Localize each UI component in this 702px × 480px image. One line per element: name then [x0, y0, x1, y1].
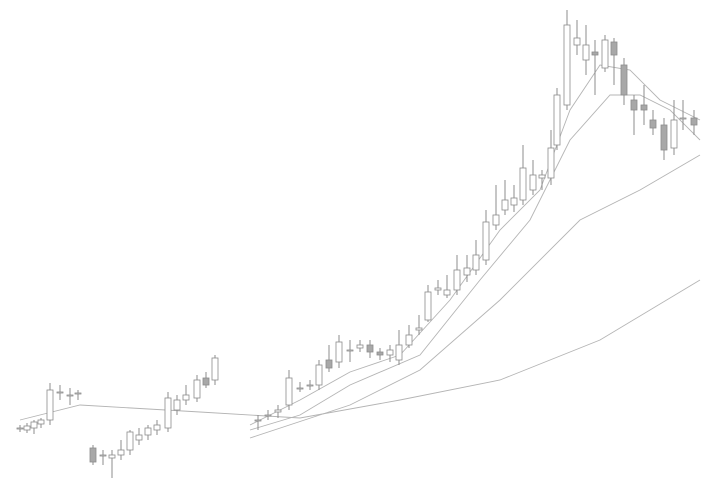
- candle-body: [356, 344, 364, 349]
- candle-body: [66, 394, 74, 397]
- candle-body: [538, 174, 546, 179]
- candle-body: [547, 147, 555, 179]
- candle-body: [117, 449, 125, 456]
- candle-body: [640, 104, 648, 111]
- candle-body: [649, 119, 657, 129]
- candle-body: [424, 291, 432, 321]
- candle-body: [108, 454, 116, 459]
- candle-body: [670, 119, 678, 149]
- candle-body: [144, 427, 152, 436]
- candle-body: [415, 327, 423, 331]
- candle-body: [463, 267, 471, 276]
- candle-body: [376, 351, 384, 356]
- candle-body: [553, 94, 561, 146]
- candle-body: [135, 434, 143, 441]
- candle-body: [164, 397, 172, 429]
- candle-body: [274, 409, 282, 413]
- candle-body: [346, 349, 354, 352]
- candle-body: [660, 124, 668, 151]
- candle-body: [679, 117, 687, 120]
- candle-body: [173, 399, 181, 411]
- candle-body: [601, 39, 609, 69]
- moving-average: [249, 154, 701, 439]
- candle-body: [591, 51, 599, 56]
- candle-body: [285, 377, 293, 406]
- candle-body: [46, 389, 54, 421]
- candle-body: [482, 221, 490, 261]
- candle-body: [254, 419, 262, 422]
- candle-body: [620, 64, 628, 96]
- candle-body: [211, 357, 219, 381]
- candle-body: [366, 344, 374, 353]
- candle-body: [472, 254, 480, 271]
- candle-body: [264, 414, 272, 417]
- candle-body: [315, 364, 323, 386]
- candle-body: [690, 117, 698, 126]
- candle-body: [325, 359, 333, 369]
- moving-average: [249, 64, 701, 426]
- candle-body: [74, 392, 82, 395]
- candle-body: [126, 431, 134, 451]
- candle-body: [510, 197, 518, 206]
- candle-body: [30, 421, 38, 429]
- candle-body: [16, 427, 24, 430]
- candle-body: [99, 454, 107, 457]
- candle-body: [182, 394, 190, 401]
- candle-body: [89, 447, 97, 463]
- candle-body: [296, 387, 304, 390]
- candle-body: [335, 341, 343, 363]
- candle-body: [443, 289, 451, 296]
- moving-average: [249, 94, 701, 431]
- candle-body: [405, 334, 413, 346]
- candle-body: [395, 344, 403, 361]
- candle-body: [610, 41, 618, 56]
- candle-body: [453, 269, 461, 291]
- candle-body: [573, 37, 581, 46]
- candle-body: [23, 425, 31, 431]
- candle-body: [386, 349, 394, 356]
- moving-average: [19, 279, 701, 421]
- candle-body: [630, 99, 638, 111]
- candle-body: [492, 214, 500, 226]
- candle-body: [563, 24, 571, 106]
- candle-body: [193, 379, 201, 399]
- candle-body: [582, 44, 590, 61]
- candle-body: [153, 424, 161, 431]
- candle-body: [529, 174, 537, 191]
- candle-body: [434, 287, 442, 291]
- candle-body: [501, 199, 509, 211]
- candle-body: [202, 377, 210, 386]
- candle-body: [519, 167, 527, 201]
- candle-body: [306, 384, 314, 387]
- candle-body: [56, 391, 64, 394]
- candle-body: [37, 419, 45, 425]
